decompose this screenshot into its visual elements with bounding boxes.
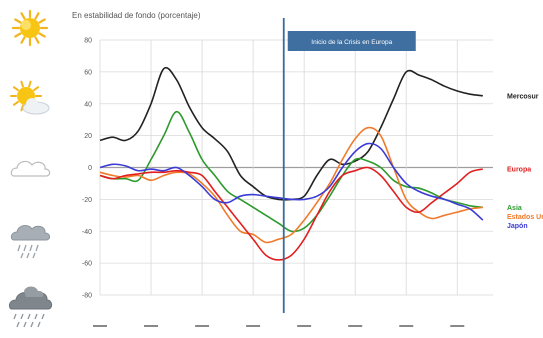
y-tick-label: 0: [88, 165, 92, 172]
storm-cloud-icon: [8, 286, 53, 328]
x-tick-mark: [144, 325, 159, 327]
x-tick-mark: [195, 325, 210, 327]
x-tick-mark: [93, 325, 107, 327]
chart-subtitle: En estabilidad de fondo (porcentaje): [72, 11, 201, 20]
y-tick-label: -80: [82, 293, 92, 300]
sun-cloud-icon: [10, 80, 50, 115]
y-tick-label: 80: [84, 38, 92, 45]
event-marker: Inicio de la Crisis en Europa: [282, 18, 416, 313]
x-tick-mark: [399, 325, 414, 327]
legend-label: Mercosur: [507, 93, 539, 100]
rain-cloud-icon: [10, 224, 51, 259]
x-tick-mark: [246, 325, 261, 327]
series-line-jap-n: [99, 142, 484, 221]
event-label-box: [287, 31, 416, 51]
cloud-icon: [10, 160, 51, 177]
x-tick-mark: [450, 325, 465, 327]
legend-label: Asia: [507, 205, 522, 212]
x-tick-mark: [297, 325, 312, 327]
y-tick-label: -60: [82, 261, 92, 268]
legend-label: Estados Unidos: [507, 214, 543, 221]
y-tick-label: -40: [82, 229, 92, 236]
y-axis-ticks: 80 60 40 20 0 -20 -40 -60 -80: [82, 38, 92, 300]
x-tick-mark: [348, 325, 363, 327]
y-tick-label: 20: [84, 133, 92, 140]
y-tick-label: 60: [84, 69, 92, 76]
legend: Mercosur Europa Asia Estados Unidos Japón: [507, 93, 543, 230]
series-line-europa: [99, 166, 483, 261]
legend-label: Europa: [507, 167, 531, 174]
x-axis-ticks: [93, 325, 465, 327]
y-tick-label: 40: [84, 101, 92, 108]
event-label: Inicio de la Crisis en Europa: [311, 39, 392, 46]
weather-icons-column: [8, 9, 53, 328]
y-tick-label: -20: [82, 197, 92, 204]
series-line-estados-unidos: [99, 126, 483, 244]
legend-label: Japón: [507, 223, 528, 230]
sun-icon: [11, 9, 49, 47]
series-line-asia: [99, 110, 483, 233]
series-lines: [99, 66, 484, 261]
series-line-mercosur: [99, 66, 483, 201]
